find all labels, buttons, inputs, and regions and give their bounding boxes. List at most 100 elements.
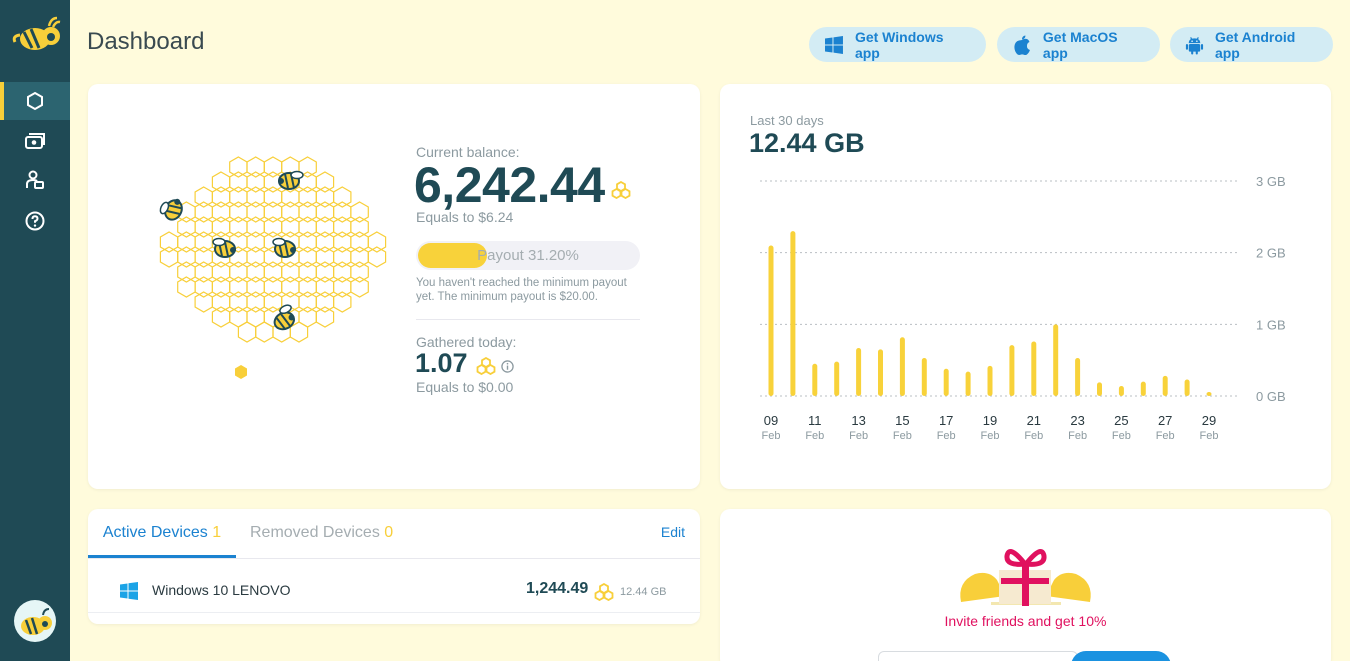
x-tick-day: 29 <box>1202 413 1216 428</box>
android-icon <box>1185 36 1204 55</box>
chart-bar[interactable] <box>899 337 905 396</box>
device-honey: 1,244.49 <box>526 580 589 597</box>
x-tick-month: Feb <box>1200 430 1219 442</box>
chart-bar[interactable] <box>834 361 840 396</box>
tab-removed-devices-count: 0 <box>384 524 394 541</box>
tab-active-devices[interactable]: Active Devices 1 <box>88 509 236 558</box>
sidebar <box>0 0 70 661</box>
sidebar-item-wallet[interactable] <box>0 122 70 160</box>
gift-illustration <box>960 549 1091 606</box>
balance-usd-equivalent: Equals to $6.24 <box>416 209 514 225</box>
x-tick-day: 09 <box>764 413 778 428</box>
payout-note: You haven't reached the minimum payout y… <box>416 277 627 303</box>
chart-bar[interactable] <box>1118 385 1124 396</box>
honey-coin-icon <box>594 583 614 601</box>
chart-bar[interactable] <box>1184 379 1190 396</box>
honey-coin-icon <box>611 181 631 199</box>
windows-icon <box>120 582 138 600</box>
device-row[interactable]: Windows 10 LENOVO 1,244.49 12.44 GB <box>88 569 700 613</box>
x-tick-month: Feb <box>1024 430 1043 442</box>
sidebar-item-dashboard[interactable] <box>0 82 70 120</box>
y-tick-label: 1 GB <box>1256 317 1286 332</box>
chart-bar[interactable] <box>1009 345 1015 396</box>
apple-icon <box>1014 35 1030 55</box>
chart-bar[interactable] <box>856 347 862 396</box>
x-tick-day: 19 <box>983 413 997 428</box>
user-avatar[interactable] <box>14 600 56 642</box>
invite-text: Invite friends and get 10% <box>944 613 1107 629</box>
x-tick-day: 21 <box>1027 413 1041 428</box>
y-tick-label: 3 GB <box>1256 174 1286 189</box>
y-tick-label: 2 GB <box>1256 246 1286 261</box>
get-android-app-button[interactable]: Get Android app <box>1170 27 1333 62</box>
referral-icon <box>26 170 44 189</box>
chart-bar[interactable] <box>768 245 774 397</box>
chart-bar[interactable] <box>1206 392 1212 396</box>
chart-total-traffic: 12.44 GB <box>749 128 865 158</box>
x-tick-month: Feb <box>981 430 1000 442</box>
page-title: Dashboard <box>87 28 205 55</box>
x-tick-day: 17 <box>939 413 953 428</box>
chart-bar[interactable] <box>1075 358 1081 396</box>
chart-bar[interactable] <box>878 349 883 396</box>
chart-bar[interactable] <box>1140 381 1146 396</box>
current-balance-label: Current balance: <box>416 144 520 160</box>
gathered-today-value: 1.07 <box>415 348 468 378</box>
chart-bar[interactable] <box>812 363 818 396</box>
sidebar-item-help[interactable] <box>0 202 70 240</box>
device-traffic: 12.44 GB <box>620 586 667 598</box>
x-tick-month: Feb <box>893 430 912 442</box>
tab-removed-devices[interactable]: Removed Devices 0 <box>250 509 393 558</box>
bee-icon <box>212 237 236 258</box>
get-windows-app-button[interactable]: Get Windows app <box>809 27 986 62</box>
chart-bar[interactable] <box>790 231 796 396</box>
payout-progress-fill <box>418 243 487 268</box>
balance-card: Current balance: 6,242.44 Equals to $6.2… <box>88 84 700 489</box>
info-icon[interactable] <box>501 360 514 373</box>
copy-referral-button[interactable] <box>1071 651 1171 661</box>
x-tick-month: Feb <box>849 430 868 442</box>
chart-bar[interactable] <box>1097 382 1102 396</box>
x-tick-month: Feb <box>1068 430 1087 442</box>
windows-icon <box>824 35 843 54</box>
gathered-today-label: Gathered today: <box>416 334 517 350</box>
chart-bar[interactable] <box>987 365 993 396</box>
chart-bar[interactable] <box>921 358 927 396</box>
current-balance-value: 6,242.44 <box>414 157 605 213</box>
hexagon-icon <box>27 91 43 111</box>
chart-bar[interactable] <box>1162 375 1168 396</box>
tabs-divider <box>88 558 700 559</box>
gathered-usd-equivalent: Equals to $0.00 <box>416 379 514 395</box>
chart-bar[interactable] <box>1053 324 1059 396</box>
honeycomb-illustration <box>159 156 387 379</box>
honey-coin-icon <box>476 357 496 375</box>
x-tick-day: 11 <box>808 413 822 428</box>
x-tick-day: 23 <box>1070 413 1084 428</box>
tab-active-devices-label: Active Devices <box>102 524 208 541</box>
device-name: Windows 10 LENOVO <box>152 582 291 598</box>
honeygain-logo[interactable] <box>11 14 61 54</box>
get-macos-app-label: Get MacOS app <box>1042 28 1118 61</box>
money-icon <box>25 133 45 149</box>
invite-card: Invite friends and get 10% <box>720 509 1331 661</box>
get-macos-app-button[interactable]: Get MacOS app <box>997 27 1160 62</box>
x-tick-month: Feb <box>762 430 781 442</box>
y-tick-label: 0 GB <box>1256 389 1286 404</box>
help-icon <box>25 211 45 231</box>
tab-active-devices-count: 1 <box>212 524 222 541</box>
x-tick-day: 25 <box>1114 413 1128 428</box>
bee-icon <box>273 304 295 331</box>
x-tick-day: 15 <box>895 413 909 428</box>
get-android-app-label: Get Android app <box>1214 28 1296 61</box>
chart-bar[interactable] <box>943 368 949 396</box>
edit-devices-link[interactable]: Edit <box>660 524 685 540</box>
bee-icon <box>159 198 183 221</box>
chart-bar[interactable] <box>965 371 971 396</box>
traffic-bar-chart: 0 GB 1 GB 2 GB 3 GB 09 Feb 11 Feb 13 Feb 15 Feb 17 Fe… <box>760 174 1286 442</box>
sidebar-item-referrals[interactable] <box>0 161 70 199</box>
x-tick-month: Feb <box>1156 430 1175 442</box>
chart-bar[interactable] <box>1031 341 1037 396</box>
payout-progress-label: Payout 31.20% <box>477 247 579 264</box>
divider <box>416 319 640 320</box>
referral-link-field[interactable] <box>878 651 1078 661</box>
